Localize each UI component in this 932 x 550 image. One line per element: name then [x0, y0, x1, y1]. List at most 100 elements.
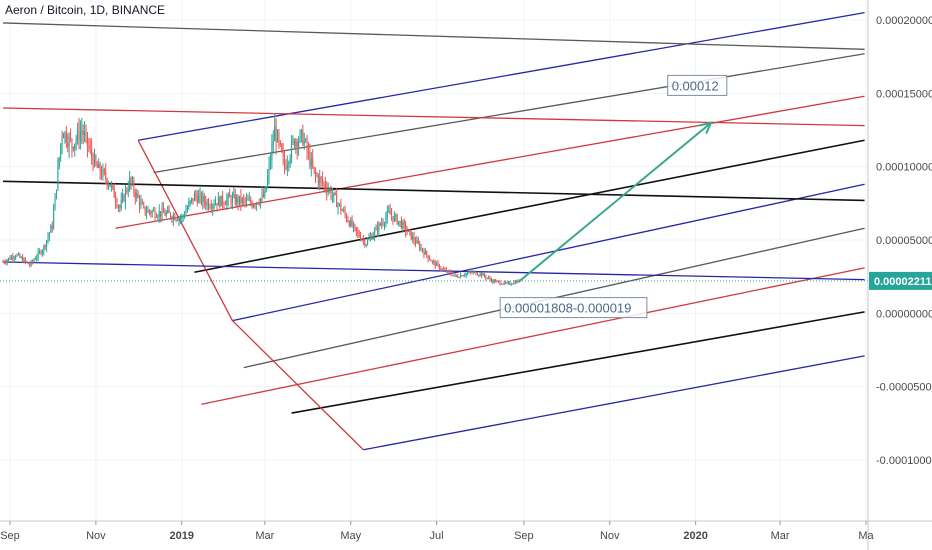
trend-line[interactable]	[2, 180, 865, 202]
candle-body	[302, 129, 304, 145]
candle-body	[253, 205, 255, 208]
candle-body	[185, 211, 187, 216]
candle-body	[482, 273, 484, 276]
candle-body	[341, 210, 343, 212]
candle-body	[88, 145, 90, 148]
candle-body	[476, 274, 478, 276]
trend-line[interactable]	[138, 12, 865, 141]
candle-body	[315, 170, 317, 175]
candle-body	[120, 199, 122, 208]
trend-line[interactable]	[291, 311, 865, 414]
candle-body	[467, 272, 469, 274]
trend-line[interactable]	[2, 107, 865, 127]
candle-body	[9, 257, 11, 260]
candle-body	[13, 257, 15, 259]
candle-body	[127, 189, 129, 192]
candle-body	[360, 236, 362, 240]
candle-body	[419, 243, 421, 250]
candle-body	[447, 270, 449, 273]
candle-body	[479, 273, 481, 276]
annotation-label[interactable]: 0.00012	[672, 78, 719, 93]
candle-body	[313, 166, 315, 171]
trend-line[interactable]	[2, 261, 865, 281]
trend-line[interactable]	[363, 355, 865, 451]
candle-body	[450, 271, 452, 275]
candle-body	[158, 211, 160, 217]
annotation-box[interactable]	[667, 74, 728, 96]
candle-body	[112, 185, 114, 187]
candle-body	[39, 251, 41, 252]
annotation-box[interactable]	[499, 297, 648, 319]
candle-body	[388, 210, 390, 212]
candle-body	[464, 275, 466, 277]
candle-body	[457, 276, 459, 278]
candle-body	[32, 260, 34, 262]
candle-body	[279, 141, 281, 145]
candle-body	[420, 248, 422, 250]
candle-body	[393, 215, 395, 221]
candle-body	[41, 250, 43, 254]
candle-body	[230, 197, 232, 203]
candle-body	[191, 198, 193, 201]
candle-body	[293, 139, 295, 147]
last-price-tag: 0.00002211	[869, 271, 932, 290]
arrow-head[interactable]	[699, 121, 713, 134]
candle-body	[148, 210, 150, 212]
candle-body	[209, 207, 211, 209]
candle-body	[441, 268, 443, 270]
candle-body	[189, 200, 191, 203]
candle-body	[30, 260, 32, 266]
candle-body	[423, 250, 425, 255]
candle-body	[260, 198, 262, 204]
candle-body	[122, 195, 124, 200]
price-axis[interactable]: 0.00020000 0.00015000 0.00010000 0.00005000…	[876, 15, 932, 467]
target-arrow[interactable]	[519, 121, 713, 282]
candle-body	[326, 188, 328, 193]
grid	[0, 0, 868, 521]
annotation-label[interactable]: 0.00001808-0.000019	[504, 301, 631, 316]
trend-line[interactable]	[232, 183, 865, 322]
trend-line[interactable]	[137, 139, 234, 321]
trend-line[interactable]	[201, 267, 865, 405]
candle-body	[84, 132, 86, 136]
candle-body	[300, 129, 302, 133]
candle-body	[93, 155, 95, 166]
candle-body	[357, 231, 359, 233]
candle-body	[392, 216, 394, 221]
candle-body	[510, 284, 512, 285]
candle-body	[71, 139, 73, 147]
trend-line[interactable]	[2, 22, 865, 50]
candle-body	[398, 221, 400, 225]
candle-body	[48, 232, 50, 237]
trend-line[interactable]	[194, 139, 865, 274]
candle-body	[181, 216, 183, 218]
candle-body	[101, 173, 103, 177]
trend-line[interactable]	[231, 320, 364, 451]
candle-body	[427, 255, 429, 260]
arrow-shaft[interactable]	[519, 121, 712, 282]
candle-body	[115, 197, 117, 202]
candle-body	[336, 194, 338, 208]
candle-body	[27, 262, 29, 265]
candle-body	[358, 232, 360, 237]
candle-body	[334, 192, 336, 195]
candle-body	[343, 210, 345, 212]
candle-body	[160, 211, 162, 217]
candle-body	[63, 134, 64, 139]
annotations[interactable]: 0.00012 0.00001808-0.000019	[499, 74, 728, 319]
candle-body	[212, 205, 214, 209]
candle-body	[437, 262, 439, 265]
time-axis[interactable]: Sep Nov 2019 Mar May Jul Sep Nov 2020 Mar Ma	[0, 521, 875, 542]
candle-body	[285, 167, 287, 169]
candle-body	[475, 271, 477, 275]
candle-body	[382, 223, 384, 225]
candle-body	[368, 238, 370, 241]
candle-body	[113, 186, 115, 198]
candle-body	[389, 210, 391, 215]
candle-body	[284, 156, 286, 168]
candle-body	[258, 203, 260, 205]
candle-body	[493, 280, 495, 283]
candle-body	[50, 225, 52, 233]
candle-body	[298, 141, 300, 148]
